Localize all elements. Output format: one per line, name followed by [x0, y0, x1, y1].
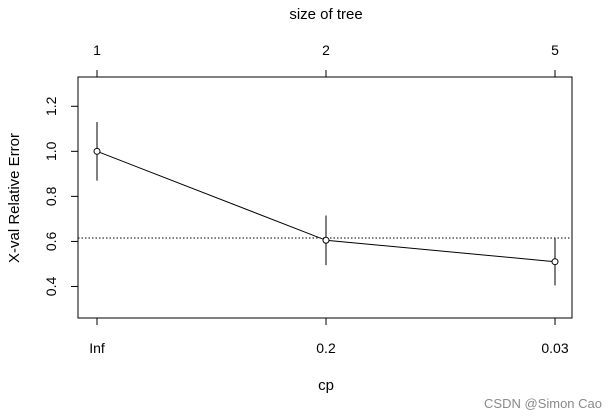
x-axis-label: cp	[318, 377, 334, 394]
plot-frame	[77, 76, 573, 319]
data-point	[322, 236, 330, 244]
data-point	[93, 147, 101, 155]
x-tick-label: Inf	[89, 340, 105, 356]
top-tick-label: 5	[551, 42, 559, 58]
y-tick-label: 0.4	[43, 277, 59, 297]
watermark: CSDN @Simon Cao	[484, 396, 602, 411]
y-tick-label: 1.0	[43, 141, 59, 161]
y-tick-label: 0.8	[43, 186, 59, 206]
top-axis-label: size of tree	[289, 6, 362, 23]
y-tick-label: 0.6	[43, 231, 59, 251]
chart-marks: 0.4 0.6 0.8 1.0 1.2 Inf 0.2 0.03 1 2 5	[43, 42, 572, 356]
x-tick-label: 0.2	[316, 340, 336, 356]
y-tick-label: 1.2	[43, 96, 59, 116]
x-tick-label: 0.03	[541, 340, 568, 356]
top-tick-label: 1	[93, 42, 101, 58]
top-tick-label: 2	[322, 42, 330, 58]
y-axis-label: X-val Relative Error	[6, 133, 23, 263]
data-point	[551, 258, 559, 266]
